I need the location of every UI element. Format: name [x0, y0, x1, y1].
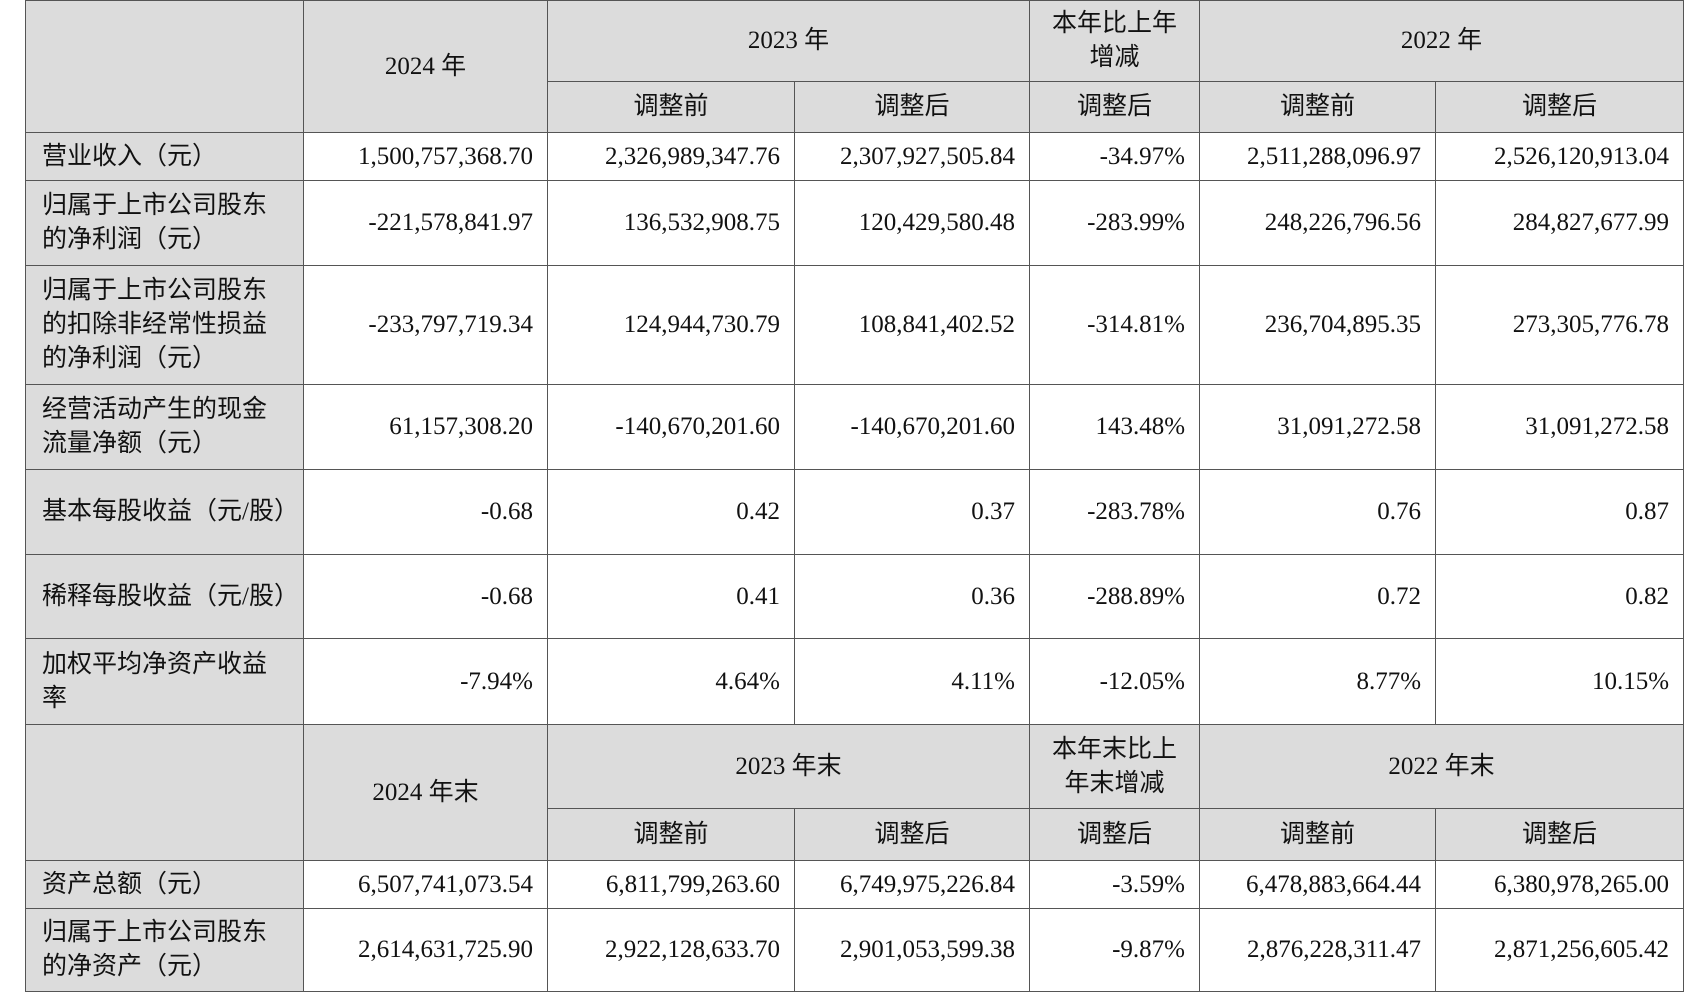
cell-2022-before: 31,091,272.58 — [1199, 384, 1437, 470]
cell-2023-before: 4.64% — [547, 638, 795, 725]
subheader-2022-before: 调整前 — [1199, 81, 1437, 133]
table-row: 归属于上市公司股东的净资产（元） 2,614,631,725.90 2,922,… — [25, 908, 1685, 992]
subheader-2022-after: 调整后 — [1435, 808, 1685, 861]
cell-change: 143.48% — [1029, 384, 1201, 470]
row-label: 加权平均净资产收益率 — [25, 638, 304, 725]
header-change: 本年比上年增减 — [1029, 0, 1201, 82]
subheader-change-after: 调整后 — [1029, 808, 1201, 861]
cell-2024: 61,157,308.20 — [303, 384, 548, 470]
subheader-2023-after: 调整后 — [793, 808, 1031, 861]
subheader-change-after: 调整后 — [1029, 81, 1201, 133]
cell-2023-after: 0.36 — [793, 554, 1031, 639]
cell-2022-before: 248,226,796.56 — [1199, 180, 1437, 266]
cell-2022-after: 10.15% — [1435, 638, 1685, 725]
cell-2024: -7.94% — [303, 638, 548, 725]
cell-2022-before: 6,478,883,664.44 — [1199, 860, 1437, 909]
cell-change: -3.59% — [1029, 860, 1201, 909]
cell-2022-after: 273,305,776.78 — [1435, 265, 1685, 385]
cell-change: -288.89% — [1029, 554, 1201, 639]
cell-2023-before: -140,670,201.60 — [547, 384, 795, 470]
table-row: 营业收入（元） 1,500,757,368.70 2,326,989,347.7… — [25, 132, 1685, 181]
cell-2023-before: 0.41 — [547, 554, 795, 639]
cell-2024: -233,797,719.34 — [303, 265, 548, 385]
cell-2022-after: 284,827,677.99 — [1435, 180, 1685, 266]
cell-2024: 2,614,631,725.90 — [303, 908, 548, 992]
cell-2022-after: 6,380,978,265.00 — [1435, 860, 1685, 909]
cell-2023-after: 108,841,402.52 — [793, 265, 1031, 385]
cell-2022-after: 31,091,272.58 — [1435, 384, 1685, 470]
cell-2022-before: 2,511,288,096.97 — [1199, 132, 1437, 181]
cell-2024: -0.68 — [303, 469, 548, 555]
cell-change: -12.05% — [1029, 638, 1201, 725]
row-label: 基本每股收益（元/股） — [25, 469, 304, 555]
row-label: 稀释每股收益（元/股） — [25, 554, 304, 639]
subheader-2023-after: 调整后 — [793, 81, 1031, 133]
cell-2023-before: 0.42 — [547, 469, 795, 555]
cell-2023-before: 2,326,989,347.76 — [547, 132, 795, 181]
row-label: 经营活动产生的现金流量净额（元） — [25, 384, 304, 470]
row-label: 营业收入（元） — [25, 132, 304, 181]
cell-2023-after: 2,901,053,599.38 — [793, 908, 1031, 992]
cell-2022-before: 8.77% — [1199, 638, 1437, 725]
cell-2024: 6,507,741,073.54 — [303, 860, 548, 909]
cell-2022-after: 0.87 — [1435, 469, 1685, 555]
cell-2023-after: 0.37 — [793, 469, 1031, 555]
cell-2023-after: 120,429,580.48 — [793, 180, 1031, 266]
cell-2022-before: 0.72 — [1199, 554, 1437, 639]
table-row: 经营活动产生的现金流量净额（元） 61,157,308.20 -140,670,… — [25, 384, 1685, 470]
subheader-2023-before: 调整前 — [547, 81, 795, 133]
subheader-2023-before: 调整前 — [547, 808, 795, 861]
cell-2022-after: 2,871,256,605.42 — [1435, 908, 1685, 992]
table-row: 基本每股收益（元/股） -0.68 0.42 0.37 -283.78% 0.7… — [25, 469, 1685, 555]
cell-2024: 1,500,757,368.70 — [303, 132, 548, 181]
cell-change: -314.81% — [1029, 265, 1201, 385]
row-label: 归属于上市公司股东的扣除非经常性损益的净利润（元） — [25, 265, 304, 385]
subheader-2022-before: 调整前 — [1199, 808, 1437, 861]
cell-2022-after: 0.82 — [1435, 554, 1685, 639]
cell-2023-before: 6,811,799,263.60 — [547, 860, 795, 909]
table-row: 归属于上市公司股东的扣除非经常性损益的净利润（元） -233,797,719.3… — [25, 265, 1685, 385]
table-row: 稀释每股收益（元/股） -0.68 0.41 0.36 -288.89% 0.7… — [25, 554, 1685, 639]
cell-2023-after: 6,749,975,226.84 — [793, 860, 1031, 909]
header-2022: 2022 年 — [1199, 0, 1685, 82]
cell-change: -283.78% — [1029, 469, 1201, 555]
header-blank — [25, 724, 304, 861]
cell-2022-before: 236,704,895.35 — [1199, 265, 1437, 385]
cell-change: -9.87% — [1029, 908, 1201, 992]
cell-change: -34.97% — [1029, 132, 1201, 181]
cell-2022-before: 0.76 — [1199, 469, 1437, 555]
header-2023: 2023 年 — [546, 0, 1031, 82]
cell-2022-before: 2,876,228,311.47 — [1199, 908, 1437, 992]
table-row: 资产总额（元） 6,507,741,073.54 6,811,799,263.6… — [25, 860, 1685, 909]
cell-2023-before: 2,922,128,633.70 — [547, 908, 795, 992]
header-2023-end: 2023 年末 — [546, 724, 1031, 809]
header-blank — [25, 0, 304, 133]
cell-2023-after: -140,670,201.60 — [793, 384, 1031, 470]
cell-2024: -0.68 — [303, 554, 548, 639]
key-financial-data-table: 2024 年 2023 年 本年比上年增减 2022 年 调整前 调整后 调整后… — [25, 0, 1685, 992]
table-row: 加权平均净资产收益率 -7.94% 4.64% 4.11% -12.05% 8.… — [25, 638, 1685, 725]
cell-2023-after: 2,307,927,505.84 — [793, 132, 1031, 181]
subheader-2022-after: 调整后 — [1435, 81, 1685, 133]
header-2022-end: 2022 年末 — [1199, 724, 1685, 809]
row-label: 归属于上市公司股东的净利润（元） — [25, 180, 304, 266]
cell-2023-before: 136,532,908.75 — [547, 180, 795, 266]
table-row: 归属于上市公司股东的净利润（元） -221,578,841.97 136,532… — [25, 180, 1685, 266]
cell-2022-after: 2,526,120,913.04 — [1435, 132, 1685, 181]
cell-2023-before: 124,944,730.79 — [547, 265, 795, 385]
header-2024: 2024 年 — [303, 0, 548, 133]
row-label: 归属于上市公司股东的净资产（元） — [25, 908, 304, 992]
header-2024-end: 2024 年末 — [303, 724, 548, 861]
row-label: 资产总额（元） — [25, 860, 304, 909]
cell-2023-after: 4.11% — [793, 638, 1031, 725]
cell-change: -283.99% — [1029, 180, 1201, 266]
header-change-end: 本年末比上年末增减 — [1029, 724, 1201, 809]
cell-2024: -221,578,841.97 — [303, 180, 548, 266]
